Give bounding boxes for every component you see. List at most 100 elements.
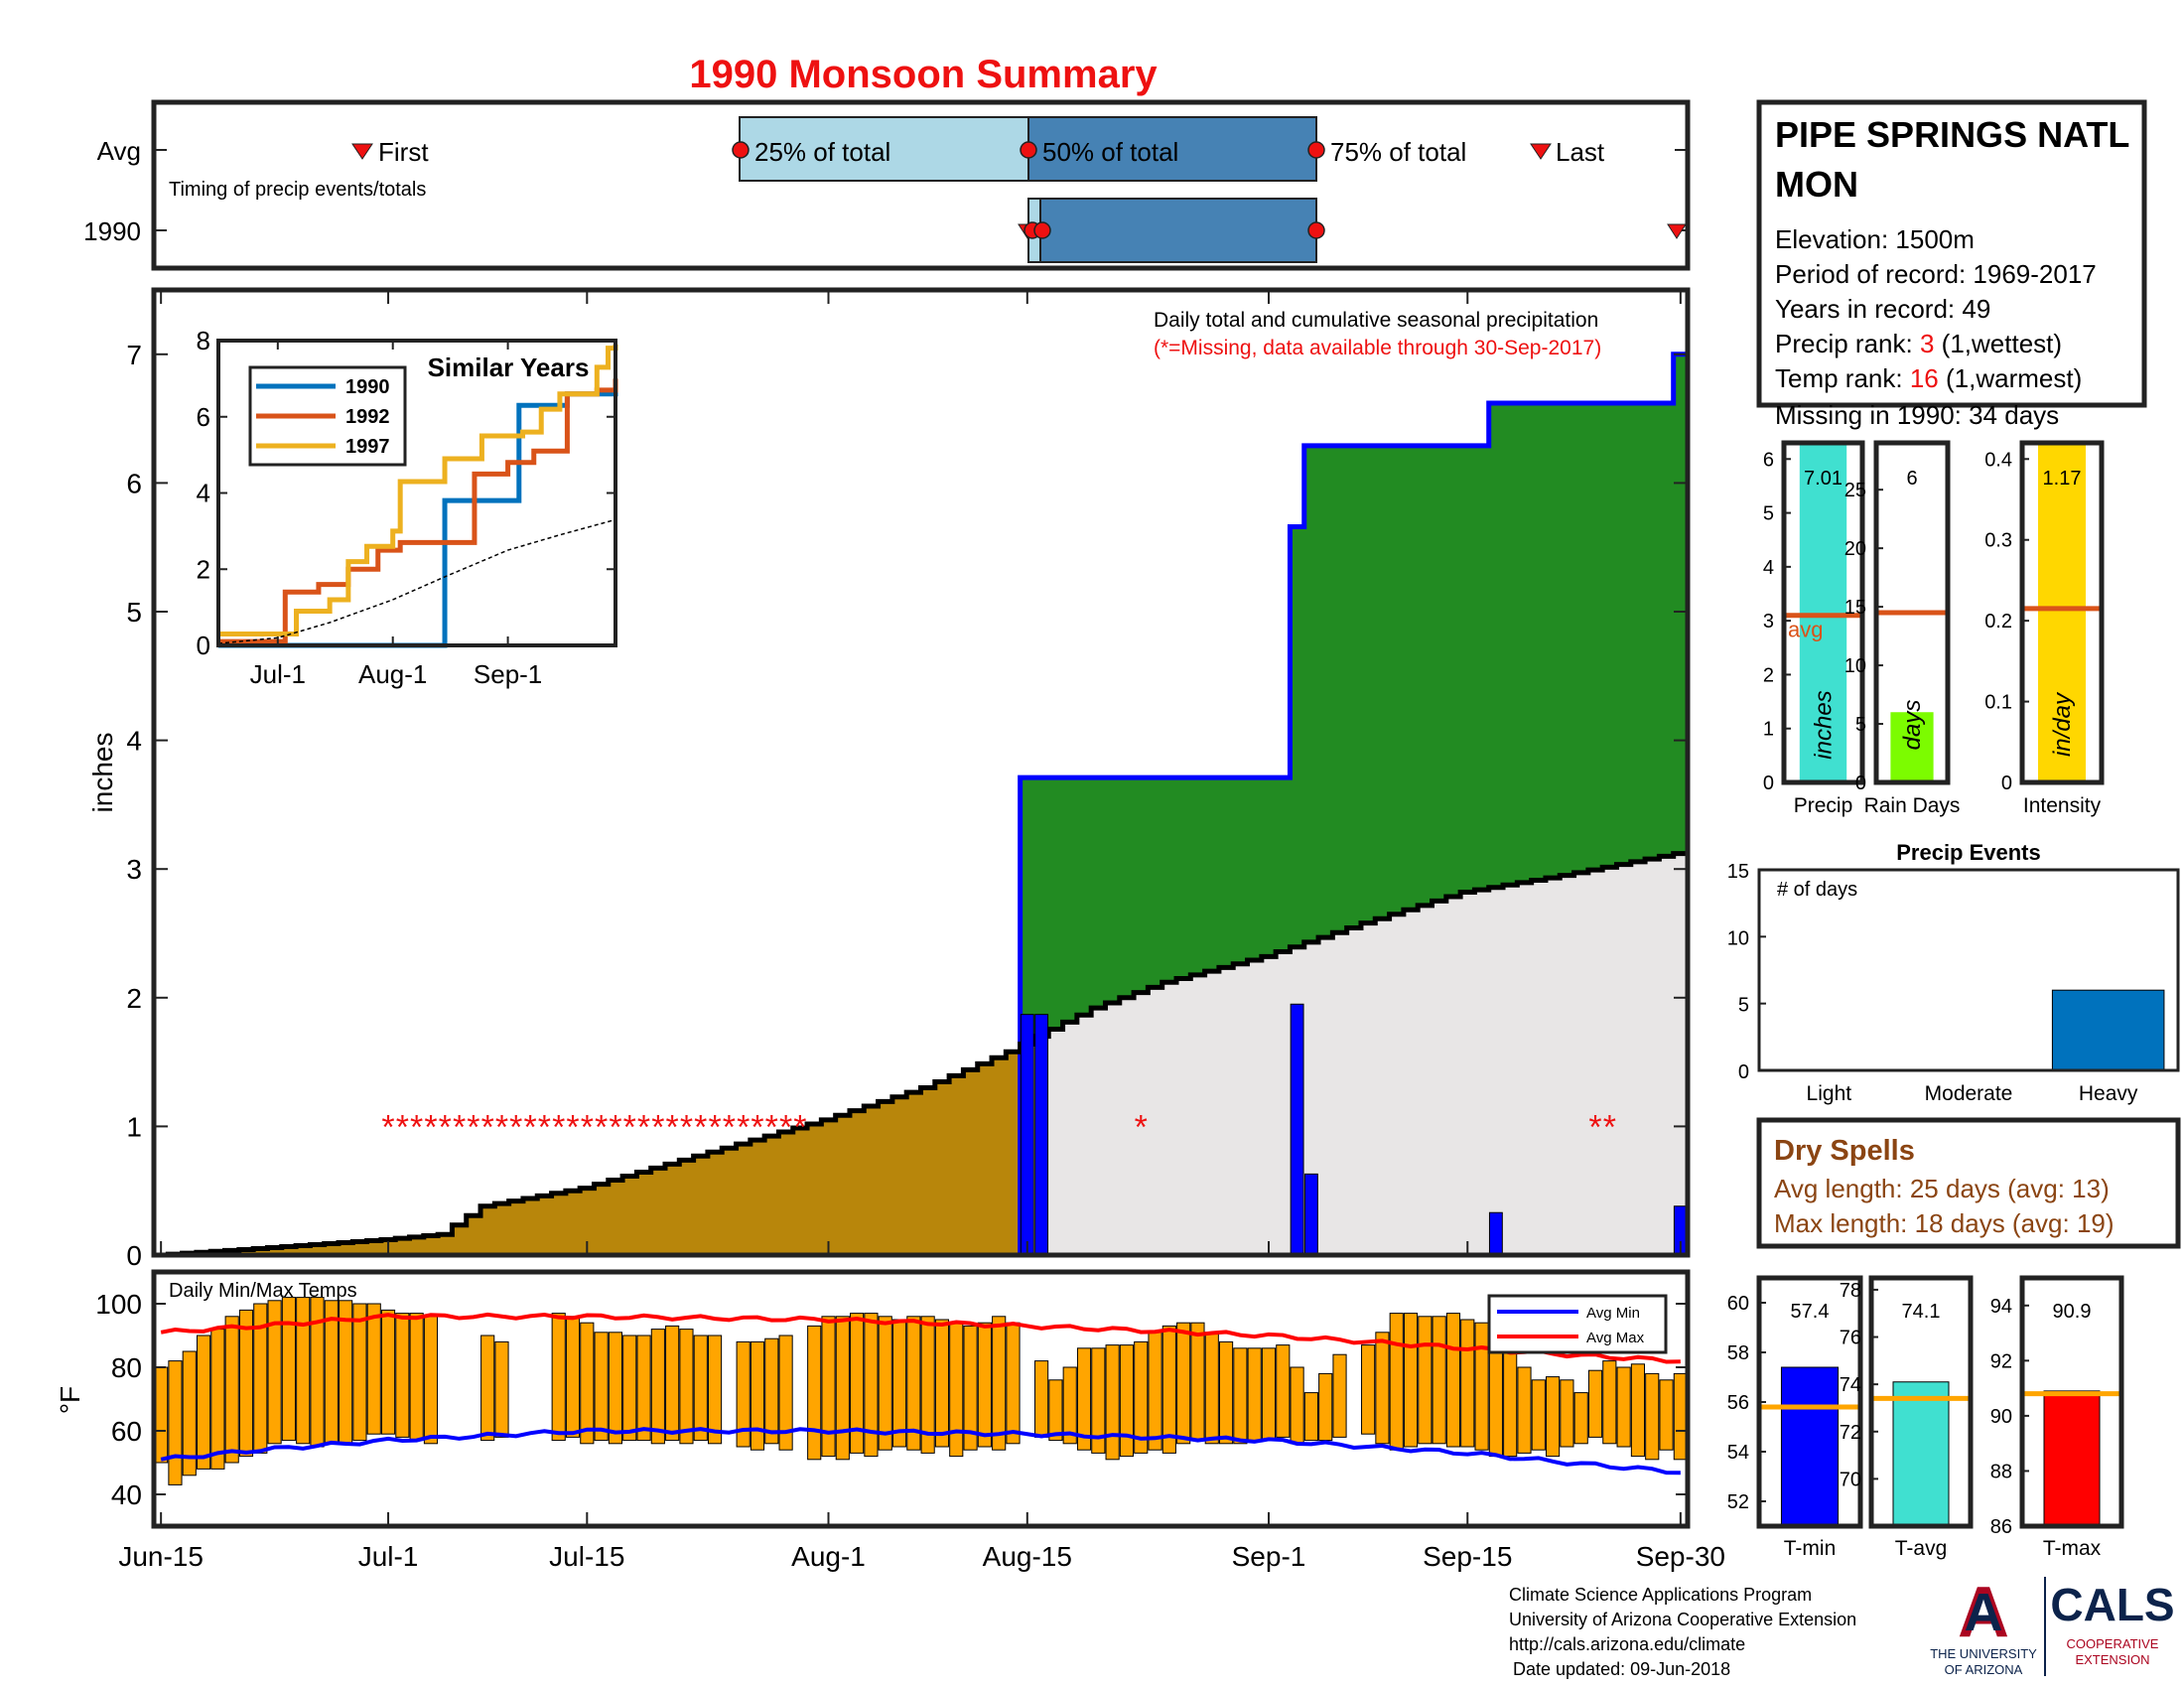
missing-day-marker: * [666,1108,679,1146]
dry-spells-box: Dry Spells Avg length: 25 days (avg: 13)… [1756,1117,2181,1249]
precip-y-tick-label: 6 [126,468,142,498]
inset-y-tick-label: 6 [197,402,210,432]
daily-temp-range-bar [835,1316,850,1461]
inset-y-tick-label: 0 [197,631,210,660]
legend-label-1997: 1997 [345,436,390,458]
inset-x-tick-label: Aug-1 [358,659,427,689]
summary-panel-intensity: 0 0.1 0.2 0.3 0.4 1.17 in/day Intensity [1984,440,2105,817]
timing-p75-label: 75% of total [1330,137,1466,167]
temps-y-tick-label: 60 [111,1416,142,1447]
temp-y-tick-label: 58 [1727,1342,1749,1364]
ua-logo-text-2: OF ARIZONA [1945,1662,2023,1677]
timing-bar-50-year [1039,198,1317,263]
summary-panel-label: Intensity [2023,794,2102,817]
daily-temp-range-bar [196,1335,211,1470]
ua-logo-letter-outer: A [1958,1573,2009,1652]
temp-panel-label: T-min [1784,1537,1837,1560]
daily-temp-range-bar [622,1335,637,1442]
missing-day-marker: * [439,1108,452,1146]
missing-day-marker: * [538,1108,551,1146]
timing-row-avg: Avg [97,136,141,166]
university-logo: A A THE UNIVERSITY OF ARIZONA CALS COOPE… [1930,1573,2174,1677]
station-frame [1756,99,2147,408]
precip-y-tick-label: 7 [126,340,142,370]
missing-day-marker: * [1135,1108,1148,1146]
temp-y-tick-label: 86 [1990,1516,2012,1538]
temp-value-bar [1892,1381,1950,1527]
precip-y-tick-label: 2 [126,983,142,1014]
summary-value-bar [1799,443,1847,782]
summary-value-label: 1.17 [2043,468,2082,490]
events-category-label: Heavy [2079,1082,2138,1105]
daily-temp-range-bar [1517,1366,1532,1454]
daily-temp-range-bar [949,1322,964,1458]
date-axis-label: Sep-30 [1636,1541,1725,1572]
daily-temp-range-bar [1546,1376,1561,1458]
daily-temp-range-bar [1276,1344,1291,1438]
summary-y-tick-label: 3 [1763,611,1774,633]
daily-temp-range-bar [778,1335,793,1451]
daily-temp-range-bar [750,1340,765,1451]
summary-y-tick-label: 2 [1763,664,1774,686]
missing-day-marker: * [581,1108,594,1146]
station-years: Years in record: 49 [1775,294,1990,324]
daily-temp-range-bar [281,1297,296,1442]
daily-temp-range-bar [693,1335,708,1442]
summary-y-tick-label: 0.2 [1984,611,2012,633]
daily-temp-range-bar [1006,1322,1021,1445]
missing-day-marker: * [737,1108,750,1146]
temps-y-tick-label: 80 [111,1352,142,1383]
daily-temp-range-bar [1630,1363,1646,1458]
daily-temp-range-bar [1034,1360,1049,1438]
daily-temp-range-bar [594,1332,609,1442]
below-average-area [154,1052,1021,1255]
date-axis-label: Jul-1 [358,1541,419,1572]
temp-y-tick-label: 74 [1840,1374,1861,1396]
p50-marker-year-icon [1033,221,1051,239]
temp-y-tick-label: 70 [1840,1469,1861,1490]
summary-panel-frame [1873,440,1951,785]
summary-y-tick-label: 0 [1855,773,1866,794]
summary-unit-label: days [1899,700,1926,751]
daily-temp-range-bar [1560,1379,1574,1448]
inset-y-tick-label: 8 [197,326,210,355]
events-y-tick-label: 0 [1738,1061,1749,1083]
summary-y-tick-label: 15 [1844,597,1866,619]
temp-panel-tavg: 70 72 74 76 78 74.1 T-avg [1840,1275,1974,1560]
daily-temp-range-bar [395,1313,410,1438]
summary-y-tick-label: 5 [1763,503,1774,525]
daily-temp-range-bar [324,1300,339,1445]
missing-day-marker: * [723,1108,736,1146]
legend-label-avg-max: Avg Max [1586,1330,1645,1346]
summary-value-label: 6 [1906,468,1917,490]
missing-day-marker: * [793,1108,806,1146]
temp-y-tick-label: 88 [1990,1461,2012,1482]
precip-event-bar [2051,989,2165,1071]
daily-temp-range-bar [1389,1313,1404,1451]
daily-temp-range-bar [1062,1366,1077,1445]
precip-ylabel: inches [87,733,118,813]
daily-temp-range-bar [665,1325,680,1442]
missing-day-marker: * [609,1108,621,1146]
summary-panel-frame [2019,440,2105,785]
legend-label-avg-min: Avg Min [1586,1305,1640,1322]
precip-y-tick-label: 0 [126,1240,142,1271]
daily-temp-range-bar [1318,1372,1333,1442]
temps-legend: Avg Min Avg Max [1487,1294,1668,1354]
temp-panel-tmax: 86 88 90 92 94 90.9 T-max [1990,1275,2124,1560]
cals-logo-word: CALS [2050,1579,2174,1630]
temps-plot-bg [154,1272,1688,1526]
avg-max-temp-line [160,1312,1681,1364]
page-title: 1990 Monsoon Summary [689,53,1158,96]
events-y-tick-label: 15 [1727,861,1749,883]
inset-series-1997 [218,344,618,636]
daily-temp-range-bar [764,1337,779,1445]
dry-spells-title: Dry Spells [1774,1135,1915,1167]
daily-temp-range-bar [1261,1347,1277,1442]
daily-temp-range-bar [210,1329,225,1470]
temp-panel-frame [1868,1275,1974,1529]
ua-logo-bg-icon [1961,1579,2006,1630]
summary-bars: 0 1 2 3 4 5 6 7.01 inches Precip avg 0 5 10 15 20 25 6 day… [1763,440,2105,817]
precip-y-tick-label: 3 [126,854,142,885]
